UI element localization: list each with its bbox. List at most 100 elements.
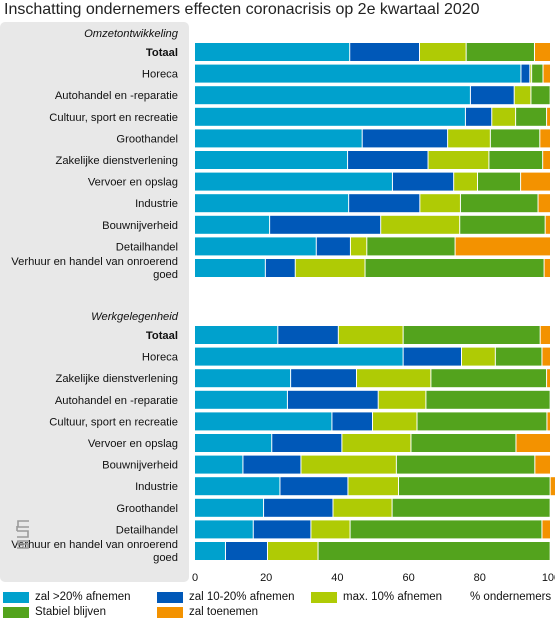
bar-segment — [362, 129, 448, 148]
chart-title: Inschatting ondernemers effecten coronac… — [4, 1, 480, 18]
bar-segment — [454, 172, 478, 191]
bar-segment — [195, 237, 316, 256]
legend-label: zal 10-20% afnemen — [189, 591, 295, 603]
x-tick-label: 60 — [402, 572, 414, 584]
category-label: Industrie — [135, 198, 178, 210]
bar-segment — [550, 477, 555, 496]
bar-segment — [295, 259, 365, 277]
bar-segment — [349, 194, 420, 213]
bar-segment — [392, 172, 454, 191]
bar-segment — [195, 172, 392, 191]
bar-segment — [490, 129, 540, 148]
bar-segment — [373, 412, 417, 431]
bar-segment — [195, 455, 243, 474]
category-label: Verhuur en handel van onroerend goed — [11, 256, 178, 281]
x-tick-label: 100 — [542, 572, 555, 584]
bar-segment — [195, 215, 270, 234]
bar-segment — [378, 390, 426, 409]
bar-segment — [489, 151, 543, 169]
legend-item-1: zal 10-20% afnemen — [157, 591, 294, 603]
bar-segment — [460, 215, 545, 234]
category-label: Industrie — [135, 481, 178, 493]
bar-segment — [392, 498, 550, 517]
bar-segment — [195, 477, 280, 496]
legend-label: zal >20% afnemen — [35, 591, 131, 603]
category-label: Autohandel en -reparatie — [55, 395, 178, 407]
bar-segment — [470, 86, 514, 105]
bar-segment — [542, 520, 550, 539]
legend-swatch — [157, 606, 183, 618]
bar-segment — [267, 542, 318, 560]
category-label: Detailhandel — [116, 241, 178, 253]
group-header: Werkgelegenheid — [91, 311, 179, 323]
bar-segment — [365, 259, 544, 277]
x-axis-label: % ondernemers — [470, 591, 552, 603]
category-label: Bouwnijverheid — [102, 220, 178, 232]
bar-segment — [225, 542, 267, 560]
bar-segment — [318, 542, 550, 560]
bar-segment — [431, 369, 547, 388]
bar-segment — [195, 520, 253, 539]
bar-segment — [301, 455, 396, 474]
legend-item-0: zal >20% afnemen — [3, 591, 131, 603]
legend-item-3: Stabiel blijven — [3, 606, 106, 618]
legend-label: max. 10% afnemen — [343, 591, 443, 603]
bar-segment — [544, 259, 550, 277]
bar-segment — [195, 412, 332, 431]
bar-segment — [542, 347, 550, 366]
bar-segment — [514, 86, 531, 105]
category-label: Verhuur en handel van onroerend goed — [11, 539, 178, 564]
legend-item-2: max. 10% afnemen — [311, 591, 442, 603]
bar-segment — [428, 151, 489, 169]
bar-segment — [367, 237, 455, 256]
bar-segment — [495, 347, 542, 366]
bar-segment — [253, 520, 311, 539]
bar-segment — [264, 498, 333, 517]
category-label: Vervoer en opslag — [88, 177, 178, 189]
category-label: Cultuur, sport en recreatie — [49, 416, 178, 428]
bar-segment — [195, 326, 278, 344]
bar-segment — [280, 477, 348, 496]
bar-segment — [530, 64, 532, 83]
legend-swatch — [3, 591, 29, 603]
legend-swatch — [157, 591, 183, 603]
bar-segment — [291, 369, 356, 388]
bar-segment — [195, 43, 350, 61]
label-panel — [0, 22, 189, 582]
legend-label: zal toenemen — [189, 606, 259, 618]
bar-segment — [465, 107, 492, 126]
bar-segment — [543, 64, 550, 83]
bar-segment — [342, 434, 411, 452]
bar-segment — [338, 326, 403, 344]
bar-segment — [350, 43, 419, 61]
bar-segment — [195, 129, 362, 148]
bar-segment — [545, 215, 550, 234]
bar-segment — [460, 194, 538, 213]
bar-segment — [311, 520, 350, 539]
bar-segment — [521, 64, 530, 83]
bar-segment — [547, 412, 550, 431]
bar-segment — [492, 107, 516, 126]
bar-segment — [417, 412, 547, 431]
bar-segment — [547, 369, 550, 388]
bar-segment — [420, 194, 460, 213]
category-label: Vervoer en opslag — [88, 438, 178, 450]
category-label: Bouwnijverheid — [102, 460, 178, 472]
bar-segment — [478, 172, 521, 191]
bar-segment — [270, 215, 381, 234]
x-tick-label: 0 — [192, 572, 198, 584]
bar-segment — [462, 347, 495, 366]
bar-segment — [195, 64, 521, 83]
bar-segment — [348, 151, 428, 169]
category-label: Groothandel — [116, 133, 178, 145]
category-label: Cultuur, sport en recreatie — [49, 112, 178, 124]
category-label: Groothandel — [116, 503, 178, 515]
bar-segment — [316, 237, 350, 256]
x-tick-label: 20 — [260, 572, 272, 584]
bar-segment — [195, 194, 349, 213]
bar-segment — [278, 326, 338, 344]
legend-item-4: zal toenemen — [157, 606, 258, 618]
bar-segment — [448, 129, 490, 148]
category-label: Horeca — [142, 69, 179, 81]
bar-segment — [396, 455, 535, 474]
